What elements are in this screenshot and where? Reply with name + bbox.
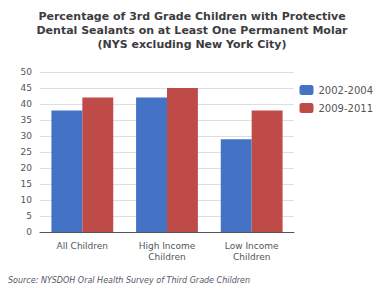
svg-text:Dental Sealants on at Least On: Dental Sealants on at Least One Permanen… bbox=[36, 24, 348, 37]
svg-text:Low Income: Low Income bbox=[225, 241, 279, 251]
svg-text:(NYS excluding New York City): (NYS excluding New York City) bbox=[98, 38, 287, 51]
svg-text:10: 10 bbox=[21, 195, 33, 205]
svg-text:Percentage of 3rd Grade Childr: Percentage of 3rd Grade Children with Pr… bbox=[38, 10, 345, 23]
svg-text:20: 20 bbox=[21, 163, 33, 173]
svg-text:30: 30 bbox=[21, 131, 33, 141]
svg-text:Source: NYSDOH Oral Health Sur: Source: NYSDOH Oral Health Survey of Thi… bbox=[8, 276, 250, 285]
svg-text:35: 35 bbox=[21, 115, 32, 125]
svg-text:5: 5 bbox=[26, 211, 32, 221]
svg-text:Children: Children bbox=[233, 252, 270, 262]
svg-text:15: 15 bbox=[21, 179, 32, 189]
svg-text:40: 40 bbox=[21, 99, 33, 109]
svg-text:High Income: High Income bbox=[139, 241, 196, 251]
svg-text:2009-2011: 2009-2011 bbox=[318, 103, 373, 114]
svg-text:50: 50 bbox=[21, 67, 33, 77]
svg-text:0: 0 bbox=[26, 227, 32, 237]
svg-text:All Children: All Children bbox=[57, 241, 108, 251]
svg-text:Children: Children bbox=[148, 252, 185, 262]
svg-text:2002-2004: 2002-2004 bbox=[318, 85, 373, 96]
svg-text:25: 25 bbox=[21, 147, 32, 157]
svg-text:45: 45 bbox=[21, 83, 32, 93]
